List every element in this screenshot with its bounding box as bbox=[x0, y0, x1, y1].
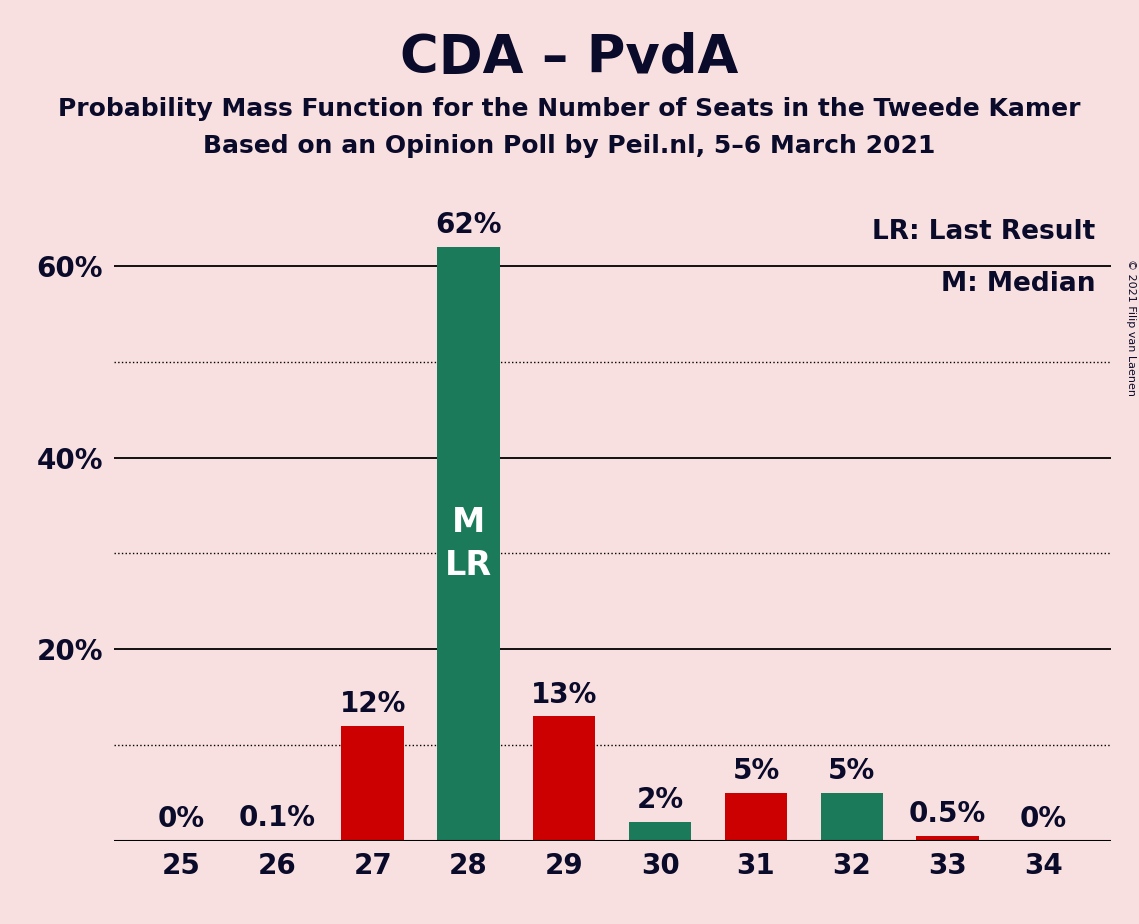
Text: 5%: 5% bbox=[732, 758, 779, 785]
Bar bbox=[917, 836, 978, 841]
Bar bbox=[342, 726, 404, 841]
Text: 5%: 5% bbox=[828, 758, 876, 785]
Text: Based on an Opinion Poll by Peil.nl, 5–6 March 2021: Based on an Opinion Poll by Peil.nl, 5–6… bbox=[204, 134, 935, 158]
Text: 0.1%: 0.1% bbox=[238, 804, 316, 833]
Text: LR: Last Result: LR: Last Result bbox=[872, 219, 1096, 245]
Text: 0%: 0% bbox=[157, 805, 205, 833]
Bar bbox=[437, 247, 500, 841]
Bar bbox=[246, 840, 308, 841]
Text: 62%: 62% bbox=[435, 212, 501, 239]
Text: 13%: 13% bbox=[531, 681, 598, 709]
Bar bbox=[533, 716, 596, 841]
Bar bbox=[724, 793, 787, 841]
Text: Probability Mass Function for the Number of Seats in the Tweede Kamer: Probability Mass Function for the Number… bbox=[58, 97, 1081, 121]
Bar bbox=[820, 793, 883, 841]
Text: 0.5%: 0.5% bbox=[909, 800, 986, 829]
Text: 12%: 12% bbox=[339, 690, 405, 718]
Text: © 2021 Filip van Laenen: © 2021 Filip van Laenen bbox=[1126, 259, 1136, 395]
Text: M
LR: M LR bbox=[445, 505, 492, 582]
Text: M: Median: M: Median bbox=[941, 271, 1096, 297]
Text: 2%: 2% bbox=[637, 786, 683, 814]
Text: 0%: 0% bbox=[1019, 805, 1067, 833]
Text: CDA – PvdA: CDA – PvdA bbox=[400, 32, 739, 84]
Bar bbox=[629, 821, 691, 841]
